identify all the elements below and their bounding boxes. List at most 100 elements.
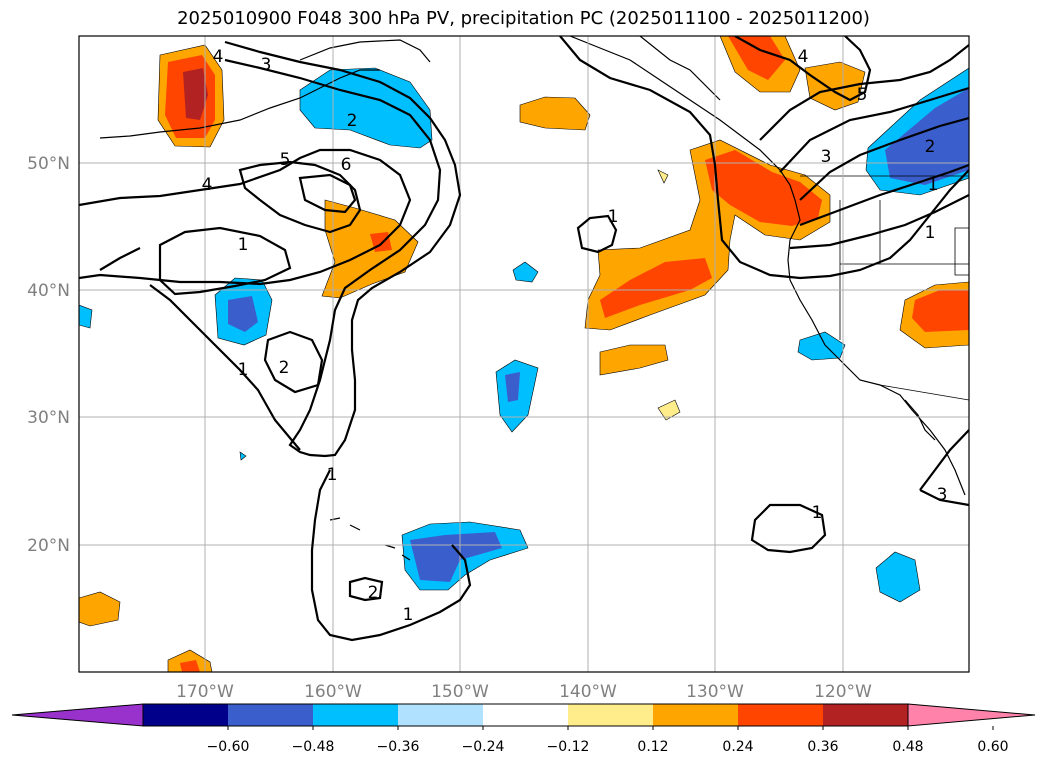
colorbar-tick-label: −0.48 [292,739,335,755]
latitude-label: 40°N [27,281,70,301]
colorbar-tick-label: 0.60 [977,739,1008,755]
coastline [299,39,431,63]
contour-label: 4 [213,47,224,67]
pv-contours [79,36,969,642]
coastline [569,36,966,496]
colorbar-segment [228,704,313,726]
contour-label: 2 [279,358,290,378]
precip-positive-area [183,68,208,120]
contour-label: 3 [937,485,948,505]
longitude-label: 150°W [431,682,489,702]
colorbar-tick-label: 0.12 [637,739,668,755]
pv-contour [158,226,292,296]
precip-negative-area [239,451,247,461]
pv-contour [238,160,362,234]
precip-positive-area [167,649,213,672]
precip-negative-area [79,304,93,329]
precip-positive-area [657,399,681,421]
pv-contour [310,469,472,642]
colorbar-segment [143,704,228,726]
colorbar-tick-label: 0.24 [722,739,753,755]
pv-contour [919,429,969,507]
contour-label: 1 [327,465,338,485]
colorbar-segment [398,704,483,726]
pv-contour [576,214,618,254]
precip-positive-area [728,36,785,80]
colorbar-tick-label: −0.36 [377,739,420,755]
pv-contour [263,330,324,394]
pv-contour [559,36,969,280]
longitude-label: 170°W [176,682,234,702]
precip-positive-area [180,660,200,672]
precip-positive-area [600,258,712,318]
map-title: 2025010900 F048 300 hPa PV, precipitatio… [177,8,870,29]
colorbar-tick-label: −0.24 [462,739,505,755]
contour-label: 4 [798,47,809,67]
contour-label: 2 [347,111,358,131]
colorbar-segment [313,704,398,726]
colorbar-segment [483,704,568,726]
contour-label: 2 [925,137,936,157]
pv-contour [348,576,384,602]
precip-negative-area [505,372,520,402]
colorbar-tick-label: −0.60 [207,739,250,755]
colorbar-tick-label: −0.12 [547,739,590,755]
contour-label: 1 [812,503,823,523]
pv-contour [734,36,872,102]
coastline [904,399,936,441]
longitude-label: 160°W [304,682,362,702]
contour-label: 1 [238,235,249,255]
latitude-label: 30°N [27,408,70,428]
contour-label: 5 [280,150,291,170]
precip-positive-area [599,344,669,376]
precip-positive-area [657,169,669,184]
pv-contour [789,194,969,250]
contour-label: 3 [821,147,832,167]
pv-contour [99,247,301,451]
latitude-label: 20°N [27,536,70,556]
precip-negative-area [885,88,969,185]
colorbar-extend-max [907,703,1036,727]
pv-contour [759,44,969,141]
pv-contour [79,148,412,286]
coastline [99,69,380,139]
contour-label: 1 [403,605,414,625]
coastlines [99,36,966,561]
longitude-labels: 170°W 160°W 150°W 140°W 130°W 120°W [176,682,872,702]
coastline [329,517,411,561]
lat-lon-grid [79,36,969,672]
colorbar: −0.60 −0.48 −0.36 −0.24 −0.12 0.12 0.24 0.36 0.4… [11,703,1036,755]
pv-contour [779,86,969,173]
longitude-label: 140°W [559,682,617,702]
pv-contour [298,173,357,214]
contour-label: 2 [368,583,379,603]
border [954,227,969,276]
colorbar-extend-min [11,703,144,727]
precip-positive-area [705,150,822,226]
colorbar-tick-label: 0.36 [807,739,838,755]
precip-negative-area [875,551,921,603]
precip-positive-area [912,290,969,332]
colorbar-segment [653,704,738,726]
latitude-label: 50°N [27,154,70,174]
colorbar-segment [738,704,823,726]
contour-label: 6 [341,155,352,175]
pv-contour [750,503,827,554]
border [879,384,969,401]
contour-label: 1 [928,175,939,195]
precip-negative-area [512,261,539,283]
pv-contour [224,40,462,458]
contour-label: 4 [202,175,213,195]
longitude-label: 130°W [686,682,744,702]
colorbar-segment [568,704,653,726]
contour-label: 5 [857,85,868,105]
colorbar-segment [823,704,908,726]
colorbar-frame [142,703,909,727]
coastline [639,36,721,101]
precip-negative-area [228,296,258,332]
pv-contour [799,116,969,201]
contour-labels: 4 3 2 5 6 4 1 1 2 1 2 1 1 1 3 4 5 3 2 1 1 [202,47,948,625]
pv-contour [799,163,969,227]
precip-positive-area [79,591,121,627]
